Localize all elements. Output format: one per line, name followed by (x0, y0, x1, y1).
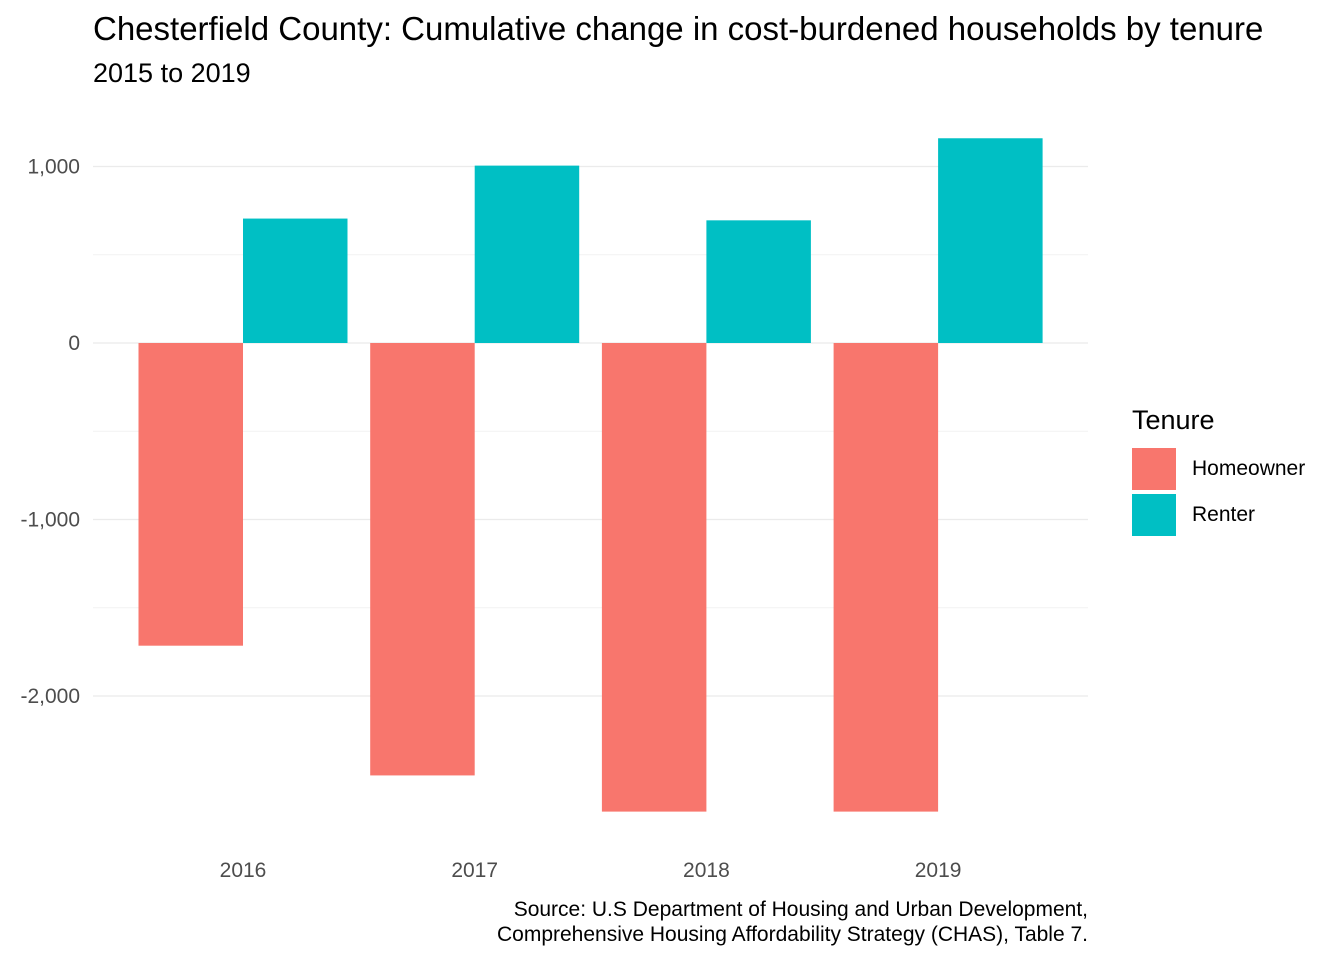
y-tick-label: 0 (68, 332, 80, 355)
chart-title: Chesterfield County: Cumulative change i… (93, 10, 1264, 47)
x-tick-label: 2019 (915, 859, 962, 882)
x-tick-label: 2018 (683, 859, 730, 882)
bar-renter-2017 (474, 165, 580, 343)
chart-caption: Source: U.S Department of Housing and Ur… (497, 897, 1088, 947)
legend-item-renter: Renter (1132, 492, 1305, 538)
caption-line-2: Comprehensive Housing Affordability Stra… (496, 923, 1088, 946)
bar-homeowner-2017 (370, 343, 475, 776)
legend-key-homeowner (1132, 448, 1176, 490)
x-tick-label: 2017 (451, 859, 498, 882)
bar-homeowner-2018 (601, 343, 707, 812)
x-tick-label: 2016 (220, 859, 267, 882)
legend-item-homeowner: Homeowner (1132, 446, 1305, 492)
y-tick-label: -2,000 (20, 685, 80, 708)
legend-label-renter: Renter (1192, 503, 1256, 526)
y-tick-label: 1,000 (27, 156, 80, 179)
legend-label-homeowner: Homeowner (1192, 457, 1306, 480)
chart-subtitle: 2015 to 2019 (93, 58, 251, 88)
y-tick-label: -1,000 (20, 509, 80, 532)
legend-title: Tenure (1132, 405, 1215, 435)
legend: Tenure Homeowner Renter (1132, 405, 1305, 538)
bar-renter-2016 (243, 218, 348, 343)
caption-line-1: Source: U.S Department of Housing and Ur… (513, 898, 1088, 921)
bar-homeowner-2019 (833, 343, 939, 812)
bar-renter-2019 (938, 138, 1043, 343)
bar-renter-2018 (706, 220, 811, 343)
legend-key-renter (1132, 494, 1176, 536)
bar-homeowner-2016 (138, 343, 243, 646)
